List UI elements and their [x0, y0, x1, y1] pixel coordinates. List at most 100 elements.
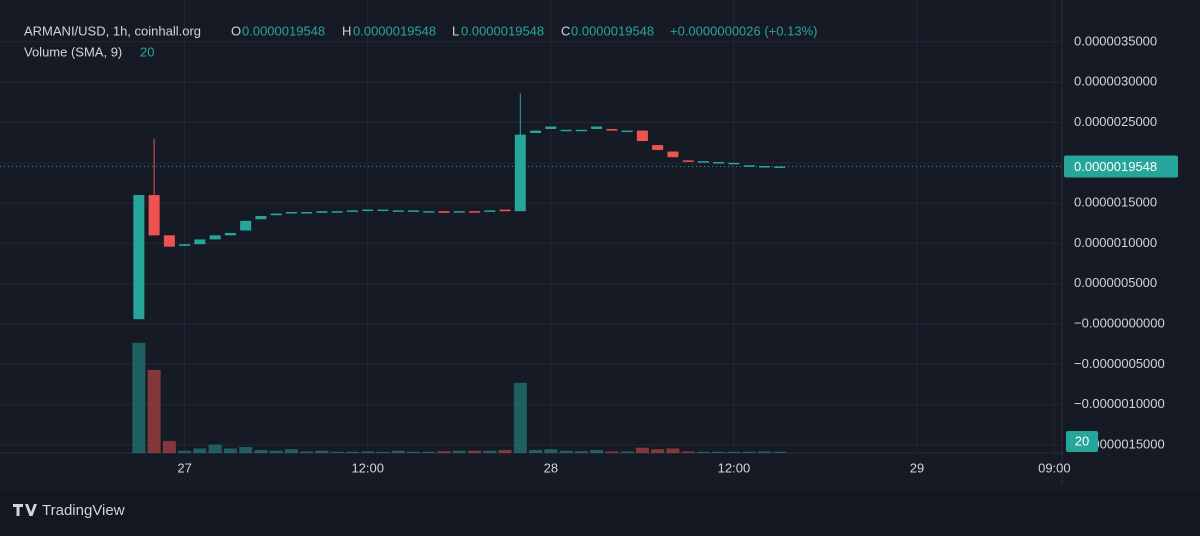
volume-bar [254, 449, 268, 453]
ohlc-label: L [452, 23, 459, 38]
volume-bar [239, 446, 253, 453]
candle-body [636, 130, 648, 142]
x-tick-label: 27 [177, 460, 191, 475]
candle-body [194, 239, 206, 245]
volume-bar [651, 449, 665, 453]
candle-body [530, 130, 542, 133]
candle-body [255, 216, 267, 220]
candle-body [408, 210, 420, 212]
candle-body [575, 129, 587, 132]
volume-bar [620, 451, 634, 453]
candle-body [346, 210, 358, 212]
volume-bar [681, 451, 695, 453]
candle-body [331, 211, 343, 213]
volume-bar [208, 444, 222, 453]
volume-bar [223, 448, 237, 453]
volume-bar [590, 449, 604, 453]
candle-body [240, 220, 252, 231]
volume-bar [712, 451, 726, 453]
volume-bar [391, 450, 405, 453]
x-tick-label: 12:00 [718, 460, 751, 475]
volume-bar [178, 450, 192, 453]
candle-body [606, 128, 618, 131]
volume-bar [742, 451, 756, 453]
candle-body [133, 195, 145, 320]
volume-bar [498, 449, 512, 453]
candle-body [591, 126, 603, 129]
volume-bar [666, 448, 680, 453]
ohlc-label: C [561, 23, 570, 38]
volume-bar [635, 447, 649, 453]
volume-bar [468, 450, 482, 453]
volume-bar [529, 449, 543, 453]
legend: ARMANI/USD, 1h, coinhall.org O 0.0000019… [24, 23, 817, 59]
candle-body [697, 161, 709, 163]
y-tick-label: 0.0000030000 [1074, 74, 1157, 89]
volume-bar [376, 451, 390, 453]
volume-bar [162, 440, 176, 453]
volume-bar [422, 451, 436, 453]
volume-bar [193, 448, 207, 453]
volume-bar [147, 369, 161, 453]
price-tag [1064, 155, 1178, 178]
brand-name: TradingView [42, 502, 125, 519]
y-tick-label: −0.0000010000 [1074, 396, 1165, 411]
candle-body [469, 211, 481, 213]
volume-bar [544, 449, 558, 453]
volume-tag-label: 20 [1075, 433, 1089, 448]
x-tick-label: 12:00 [351, 460, 384, 475]
y-tick-label: 0.0000005000 [1074, 275, 1157, 290]
volume-bar [315, 450, 329, 453]
candle-body [224, 232, 236, 236]
candle-body [560, 129, 572, 132]
candle-body [301, 211, 313, 214]
volume-bar [361, 451, 375, 453]
candle-body [163, 235, 175, 247]
candle-body [774, 166, 786, 168]
grid [0, 0, 1062, 453]
x-tick-label: 28 [544, 460, 558, 475]
y-tick-label: 0.0000035000 [1074, 33, 1157, 48]
candle-body [438, 211, 450, 213]
ohlc-value: 0.0000019548 [242, 23, 325, 38]
y-tick-label: −0.0000005000 [1074, 356, 1165, 371]
candle-body [453, 211, 465, 213]
candle-body [270, 213, 282, 216]
ohlc-label: O [231, 23, 241, 38]
logo [13, 504, 37, 516]
volume-bar [513, 382, 527, 453]
ohlc-label: H [342, 23, 351, 38]
brand: TradingView [13, 502, 125, 519]
volume-bar [757, 451, 771, 453]
volume-bar [483, 450, 497, 453]
volume-bar [284, 449, 298, 453]
volume-bar [574, 451, 588, 453]
candle-body [209, 235, 221, 240]
candle-body [423, 211, 435, 213]
ohlc-value: 0.0000019548 [461, 23, 544, 38]
volume-bar [300, 451, 314, 453]
y-tick-label: −0.0000000000 [1074, 315, 1165, 330]
price-tag-label: 0.0000019548 [1074, 159, 1157, 174]
candle-body [545, 126, 557, 129]
volume-bar [132, 342, 146, 453]
symbol: ARMANI/USD, 1h, coinhall.org [24, 23, 201, 38]
candle-body [148, 195, 160, 236]
volume-sma: 20 [140, 44, 154, 59]
volume-bar [696, 451, 710, 453]
candle-body [743, 165, 755, 167]
footer [0, 493, 1200, 531]
candle-body [179, 244, 191, 246]
plot [132, 93, 787, 453]
volume-label: Volume (SMA, 9) [24, 44, 122, 59]
candle-body [621, 130, 633, 133]
candle-body [514, 134, 526, 212]
volume-bar [437, 451, 451, 453]
candle-body [499, 209, 511, 212]
change: +0.0000000026 (+0.13%) [670, 23, 817, 38]
volume-bar [407, 451, 421, 453]
y-tick-label: 0.0000015000 [1074, 195, 1157, 210]
candle-body [285, 211, 297, 214]
candle-body [377, 209, 389, 212]
y-tick-label: 0.0000025000 [1074, 114, 1157, 129]
